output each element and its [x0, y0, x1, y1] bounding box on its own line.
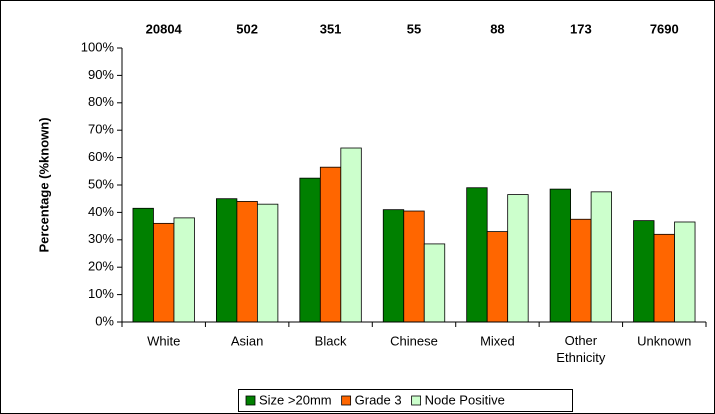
x-tick-label: White	[147, 333, 180, 348]
y-tick-label: 60%	[88, 149, 114, 164]
bar	[486, 231, 509, 323]
bar	[256, 203, 279, 323]
annotation: 55	[407, 21, 421, 36]
annotation: 351	[320, 21, 342, 36]
bar	[507, 194, 529, 323]
annotation: 7690	[650, 21, 679, 36]
bar	[236, 201, 258, 323]
bar	[153, 222, 175, 323]
y-tick-label: 30%	[88, 231, 114, 246]
y-tick-label: 10%	[88, 286, 114, 301]
annotation: 20804	[146, 21, 183, 36]
x-tick-label: Black	[315, 333, 347, 348]
x-tick-label: Asian	[231, 333, 264, 348]
bar	[215, 198, 238, 323]
legend-swatch	[245, 395, 256, 406]
x-tick-label: Unknown	[637, 333, 691, 348]
bar	[674, 221, 696, 323]
bar	[590, 191, 613, 323]
y-tick-label: 90%	[88, 67, 114, 82]
y-tick-label: 70%	[88, 122, 114, 137]
annotation: 173	[570, 21, 592, 36]
x-tick-label: Chinese	[390, 333, 438, 348]
annotation: 502	[236, 21, 258, 36]
legend-label: Grade 3	[355, 392, 402, 407]
bar	[319, 166, 342, 323]
bar	[382, 209, 405, 323]
bar	[549, 188, 572, 323]
y-tick-label: 100%	[81, 39, 115, 54]
legend-label: Node Positive	[425, 392, 505, 407]
y-tick-label: 40%	[88, 204, 114, 219]
legend	[238, 389, 573, 412]
bar	[403, 210, 425, 323]
y-tick-label: 50%	[88, 176, 114, 191]
legend-swatch	[411, 395, 422, 406]
x-tick-label: Mixed	[480, 333, 515, 348]
y-tick-label: 20%	[88, 259, 114, 274]
y-tick-label: 80%	[88, 94, 114, 109]
bar	[340, 147, 362, 323]
y-axis-label: Percentage (%known)	[36, 117, 51, 252]
legend-swatch	[341, 395, 352, 406]
bar	[570, 218, 592, 323]
bar	[132, 207, 154, 323]
bar	[299, 177, 321, 323]
annotation: 88	[490, 21, 504, 36]
bar	[466, 187, 488, 323]
bar	[653, 233, 675, 323]
y-tick-label: 0%	[95, 313, 114, 328]
legend-label: Size >20mm	[259, 392, 332, 407]
bar	[173, 217, 195, 323]
x-tick-label: Other Ethnicity	[556, 333, 606, 365]
bar	[423, 243, 446, 323]
bar	[633, 220, 655, 323]
